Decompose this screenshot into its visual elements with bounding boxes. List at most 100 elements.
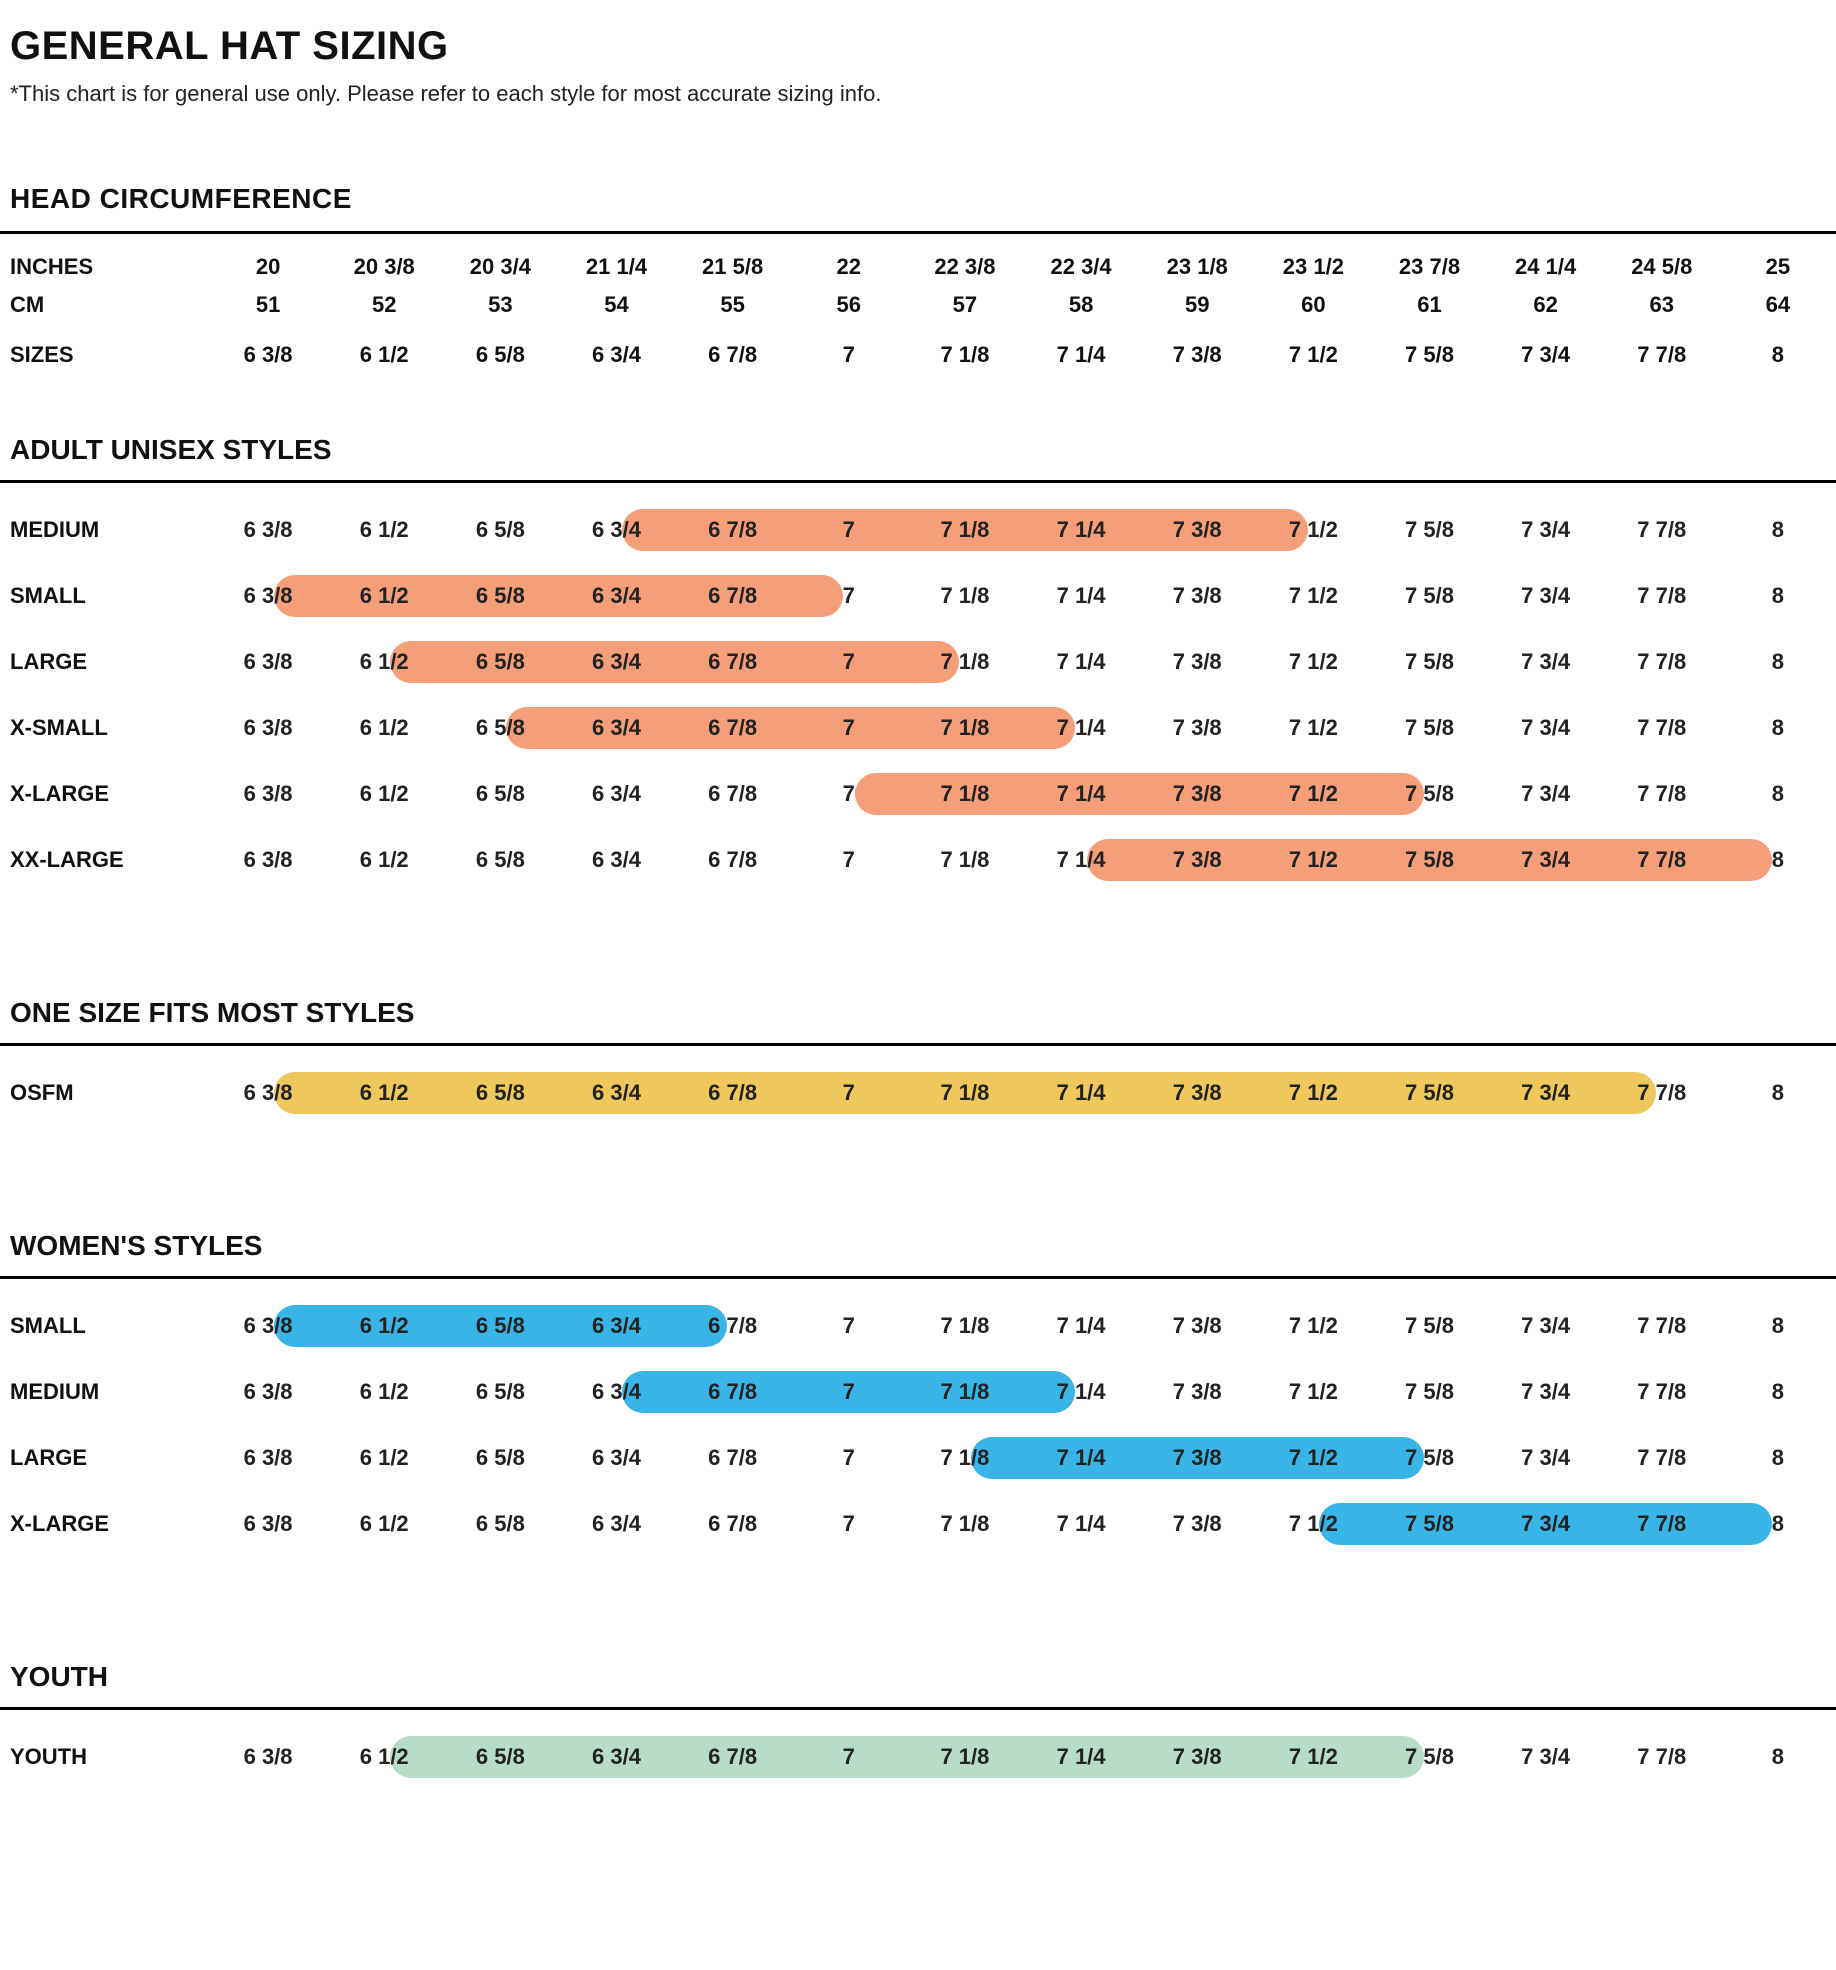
sizes-cell: 6 5/8	[442, 336, 558, 374]
sizes-cell: 7 3/4	[1488, 336, 1604, 374]
size-cell: 6 3/4	[558, 709, 674, 747]
size-cell: 7 1/4	[1023, 1307, 1139, 1345]
size-row: SMALL6 3/86 1/26 5/86 3/46 7/877 1/87 1/…	[0, 563, 1836, 629]
header-measurement-rows: INCHES 2020 3/820 3/421 1/421 5/82222 3/…	[0, 234, 1836, 328]
size-bar-grid: 6 3/86 1/26 5/86 3/46 7/877 1/87 1/47 3/…	[210, 1730, 1836, 1784]
size-cell: 7 1/8	[907, 1307, 1023, 1345]
size-cell: 6 5/8	[442, 1074, 558, 1112]
size-cell: 8	[1720, 1505, 1836, 1543]
head-circumference-heading: HEAD CIRCUMFERENCE	[0, 143, 1836, 231]
size-bar-grid: 6 3/86 1/26 5/86 3/46 7/877 1/87 1/47 3/…	[210, 569, 1836, 623]
size-cell: 8	[1720, 1373, 1836, 1411]
size-row: YOUTH6 3/86 1/26 5/86 3/46 7/877 1/87 1/…	[0, 1724, 1836, 1790]
size-row-label: MEDIUM	[0, 503, 210, 557]
size-cell: 6 5/8	[442, 1738, 558, 1776]
size-row: OSFM6 3/86 1/26 5/86 3/46 7/877 1/87 1/4…	[0, 1060, 1836, 1126]
size-cell: 7 1/2	[1255, 1738, 1371, 1776]
size-bar-grid: 6 3/86 1/26 5/86 3/46 7/877 1/87 1/47 3/…	[210, 635, 1836, 689]
size-row: SMALL6 3/86 1/26 5/86 3/46 7/877 1/87 1/…	[0, 1293, 1836, 1359]
sizes-cell: 6 3/8	[210, 336, 326, 374]
size-row-label: MEDIUM	[0, 1365, 210, 1419]
group-title: ADULT UNISEX STYLES	[0, 386, 1836, 480]
size-cell: 7 5/8	[1371, 1307, 1487, 1345]
size-cell: 8	[1720, 775, 1836, 813]
size-cell: 7	[791, 1439, 907, 1477]
size-cell: 7 3/4	[1488, 1738, 1604, 1776]
page-title: GENERAL HAT SIZING	[0, 24, 1836, 81]
size-cell: 6 1/2	[326, 775, 442, 813]
size-cell: 7 3/4	[1488, 775, 1604, 813]
size-cell: 7 3/8	[1139, 1738, 1255, 1776]
sizes-cell: 7 1/2	[1255, 336, 1371, 374]
size-cell: 7 1/4	[1023, 643, 1139, 681]
size-cell: 7	[791, 841, 907, 879]
inches-cell: 23 7/8	[1371, 248, 1487, 286]
size-cell: 8	[1720, 1307, 1836, 1345]
size-cell: 8	[1720, 511, 1836, 549]
size-bar-track: 6 3/86 1/26 5/86 3/46 7/877 1/87 1/47 3/…	[210, 1497, 1836, 1551]
size-row-label: XX-LARGE	[0, 833, 210, 887]
size-cell: 7 1/8	[907, 577, 1023, 615]
inches-cell: 23 1/2	[1255, 248, 1371, 286]
size-row-label: SMALL	[0, 569, 210, 623]
size-cell: 7 5/8	[1371, 1505, 1487, 1543]
size-cell: 8	[1720, 1439, 1836, 1477]
size-cell: 6 1/2	[326, 1373, 442, 1411]
size-cell: 6 3/8	[210, 1439, 326, 1477]
inches-cell: 21 5/8	[675, 248, 791, 286]
size-cell: 6 7/8	[675, 1505, 791, 1543]
size-cell: 8	[1720, 841, 1836, 879]
size-cell: 6 3/8	[210, 1307, 326, 1345]
size-row-label: LARGE	[0, 635, 210, 689]
size-cell: 7 1/2	[1255, 1439, 1371, 1477]
size-cell: 7 1/4	[1023, 709, 1139, 747]
size-cell: 7	[791, 643, 907, 681]
size-cell: 7 1/2	[1255, 1307, 1371, 1345]
size-cell: 6 7/8	[675, 1074, 791, 1112]
size-cell: 7	[791, 1738, 907, 1776]
inches-cell: 23 1/8	[1139, 248, 1255, 286]
size-cell: 7 7/8	[1604, 643, 1720, 681]
size-cell: 7 3/8	[1139, 1373, 1255, 1411]
size-cell: 7 1/4	[1023, 1373, 1139, 1411]
size-cell: 7 1/4	[1023, 1505, 1139, 1543]
size-row: X-LARGE6 3/86 1/26 5/86 3/46 7/877 1/87 …	[0, 1491, 1836, 1557]
size-cell: 6 5/8	[442, 1307, 558, 1345]
cm-cell: 53	[442, 286, 558, 324]
size-cell: 6 5/8	[442, 511, 558, 549]
size-cell: 7 1/8	[907, 511, 1023, 549]
size-cell: 7 7/8	[1604, 1439, 1720, 1477]
sizing-chart: GENERAL HAT SIZING *This chart is for ge…	[0, 24, 1836, 1846]
size-cell: 6 7/8	[675, 709, 791, 747]
size-bar-track: 6 3/86 1/26 5/86 3/46 7/877 1/87 1/47 3/…	[210, 503, 1836, 557]
size-cell: 7 1/2	[1255, 577, 1371, 615]
size-cell: 7 1/2	[1255, 841, 1371, 879]
sizes-cell: 6 7/8	[675, 336, 791, 374]
inches-cell: 21 1/4	[558, 248, 674, 286]
size-cell: 7 1/8	[907, 841, 1023, 879]
size-cell: 6 3/8	[210, 709, 326, 747]
size-row-label: LARGE	[0, 1431, 210, 1485]
size-cell: 7 3/4	[1488, 1505, 1604, 1543]
cm-cell: 55	[675, 286, 791, 324]
size-cell: 7 5/8	[1371, 511, 1487, 549]
cm-cell: 63	[1604, 286, 1720, 324]
size-row-label: X-SMALL	[0, 701, 210, 755]
size-bar-grid: 6 3/86 1/26 5/86 3/46 7/877 1/87 1/47 3/…	[210, 1066, 1836, 1120]
size-cell: 6 3/4	[558, 1738, 674, 1776]
size-cell: 7 3/4	[1488, 709, 1604, 747]
size-cell: 6 5/8	[442, 841, 558, 879]
size-cell: 7 7/8	[1604, 775, 1720, 813]
size-cell: 7 3/8	[1139, 1307, 1255, 1345]
size-cell: 7 5/8	[1371, 643, 1487, 681]
inches-row: 2020 3/820 3/421 1/421 5/82222 3/822 3/4…	[210, 248, 1836, 286]
size-cell: 7	[791, 709, 907, 747]
size-cell: 7 1/8	[907, 1505, 1023, 1543]
size-cell: 7 3/4	[1488, 577, 1604, 615]
sizes-row: 6 3/86 1/26 5/86 3/46 7/877 1/87 1/47 3/…	[210, 336, 1836, 374]
size-bar-track: 6 3/86 1/26 5/86 3/46 7/877 1/87 1/47 3/…	[210, 1730, 1836, 1784]
size-bar-track: 6 3/86 1/26 5/86 3/46 7/877 1/87 1/47 3/…	[210, 1066, 1836, 1120]
size-cell: 6 3/4	[558, 577, 674, 615]
size-cell: 6 3/4	[558, 1505, 674, 1543]
size-cell: 6 5/8	[442, 1373, 558, 1411]
